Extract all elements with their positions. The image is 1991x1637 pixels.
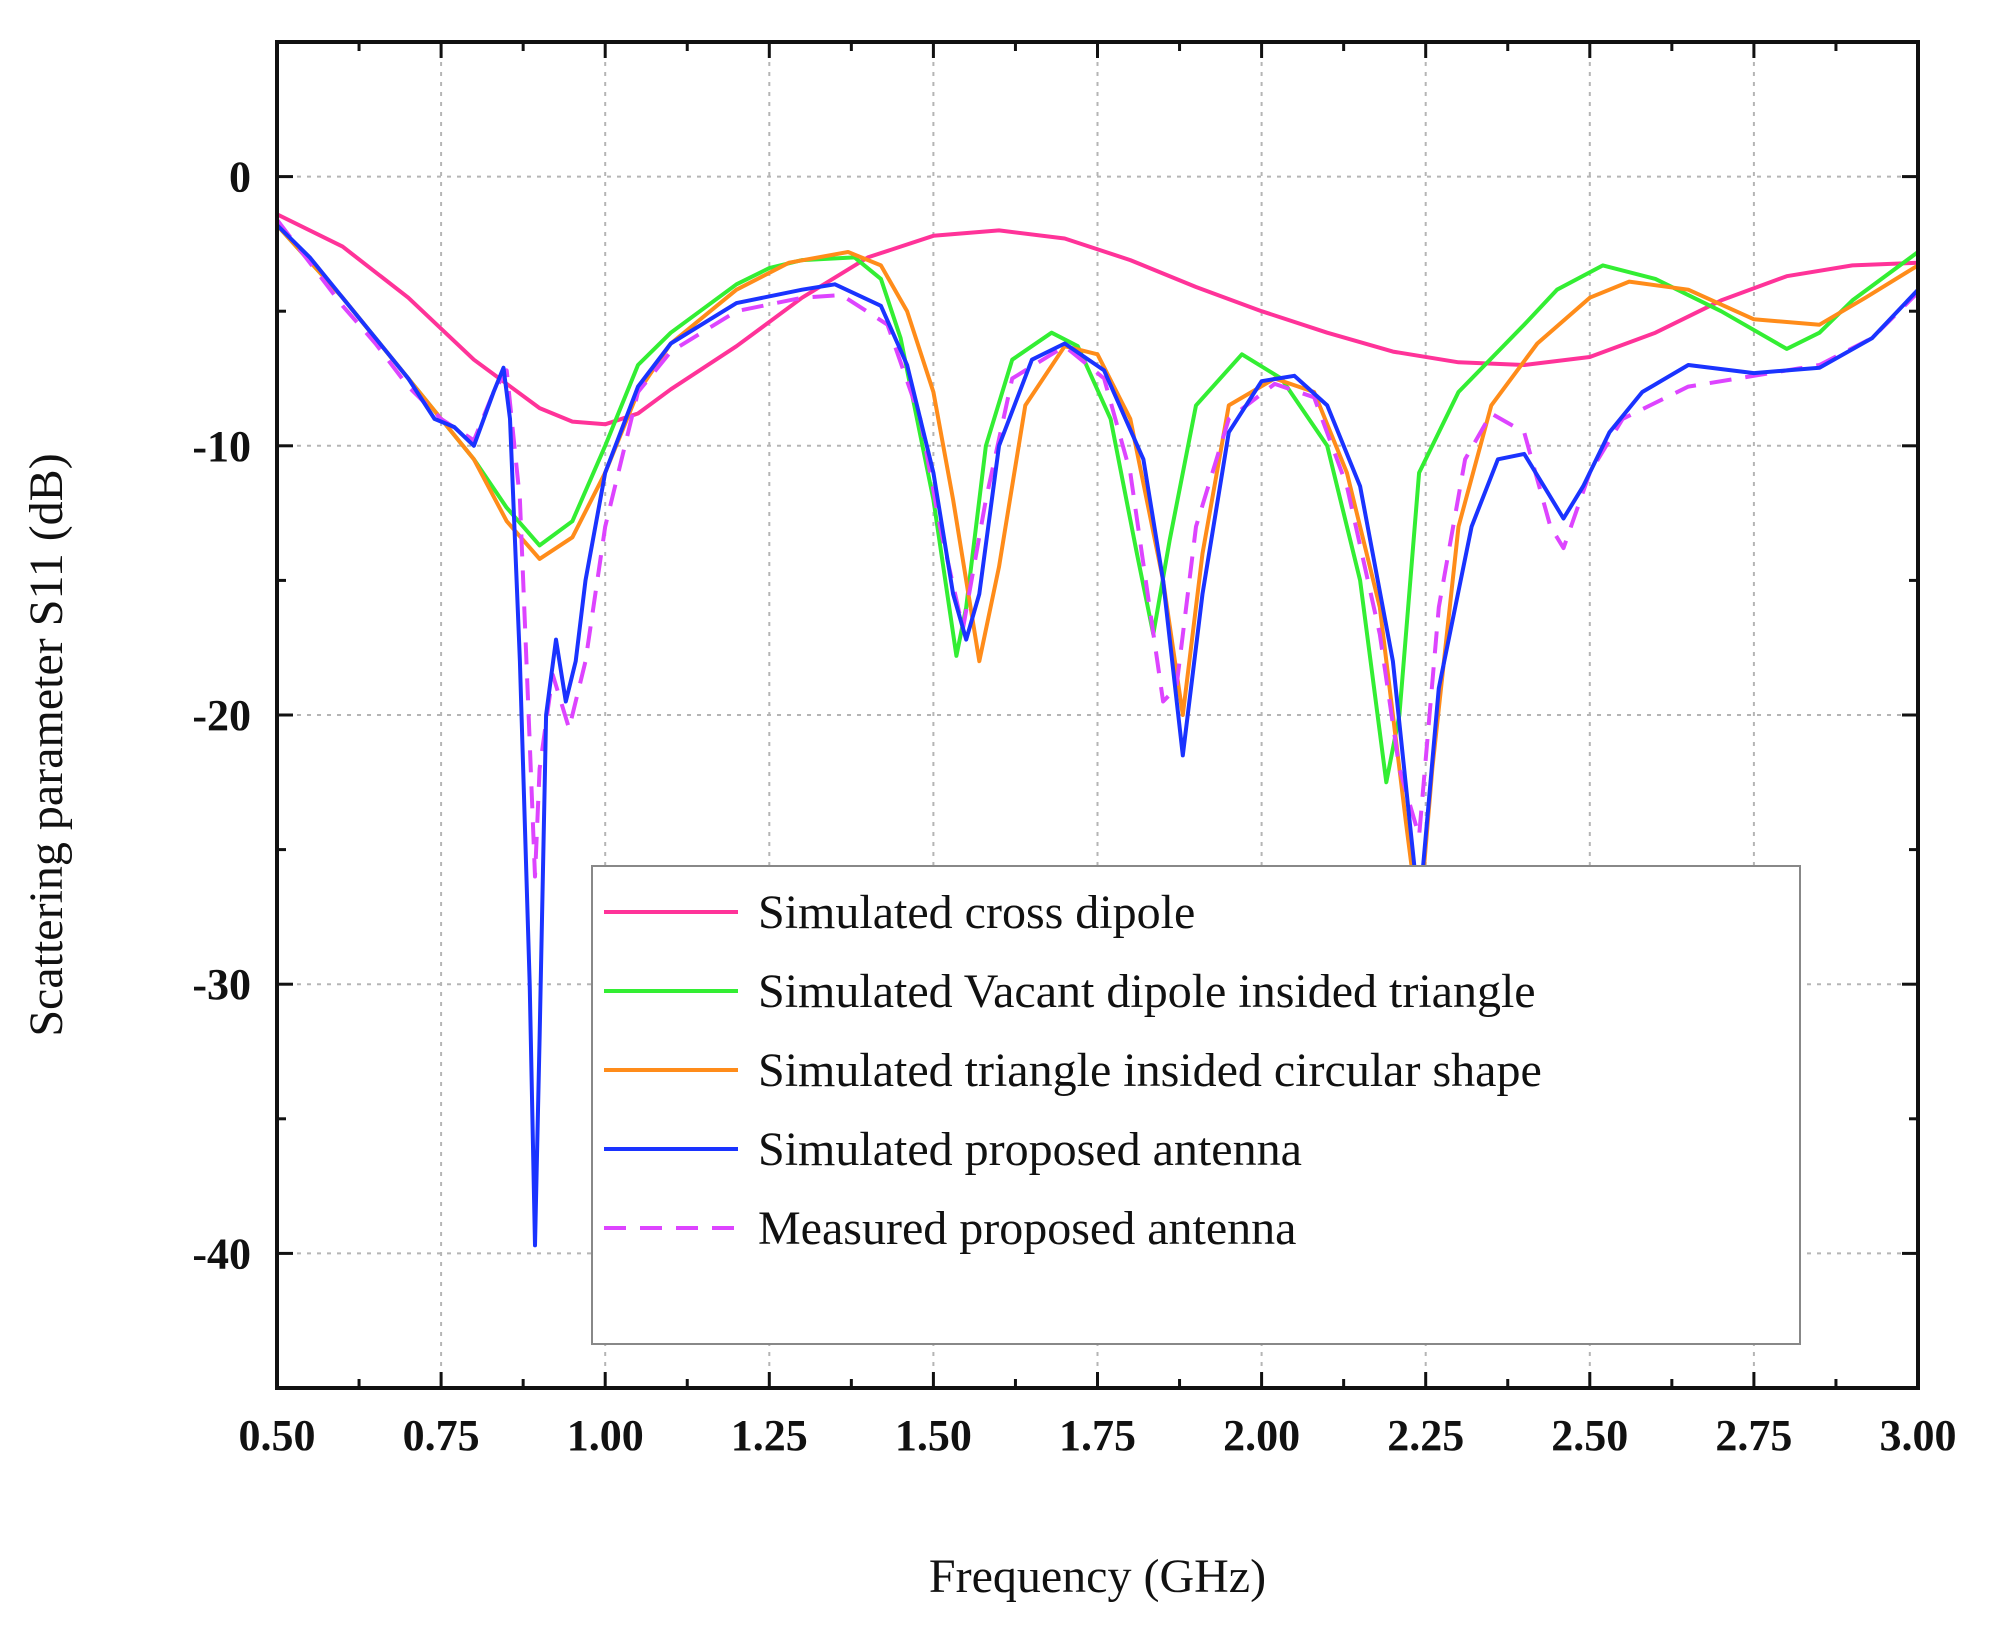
series-line-5 (277, 218, 1918, 879)
series-line-2 (277, 223, 1918, 785)
x-tick-label: 3.00 (1880, 1411, 1957, 1460)
legend: Simulated cross dipole Simulated Vacant d… (591, 865, 1801, 1345)
y-tick-label: -40 (192, 1229, 251, 1278)
y-tick-label: -30 (192, 960, 251, 1009)
x-tick-label: 1.50 (895, 1411, 972, 1460)
legend-label-4: Simulated proposed antenna (758, 1123, 1302, 1176)
x-tick-label: 1.25 (731, 1411, 808, 1460)
y-tick-label: 0 (229, 153, 251, 202)
x-tick-label: 2.75 (1715, 1411, 1792, 1460)
axis-ticks (275, 40, 1920, 1390)
x-tick-label: 0.75 (403, 1411, 480, 1460)
legend-label-3: Simulated triangle insided circular shap… (758, 1044, 1542, 1097)
y-tick-label: -20 (192, 691, 251, 740)
x-tick-label: 1.75 (1059, 1411, 1136, 1460)
series-line-1 (277, 212, 1918, 427)
x-tick-label: 0.50 (239, 1411, 316, 1460)
legend-box (591, 865, 1801, 1345)
y-tick-label: -10 (192, 422, 251, 471)
legend-label-5: Measured proposed antenna (758, 1202, 1296, 1255)
x-tick-label: 1.00 (567, 1411, 644, 1460)
x-tick-label: 2.00 (1223, 1411, 1300, 1460)
series-line-4 (277, 223, 1918, 1248)
y-axis-title: Scattering parameter S11 (dB) (20, 453, 73, 1036)
x-tick-label: 2.50 (1551, 1411, 1628, 1460)
y-tick-labels: 0 -10 -20 -30 -40 (192, 153, 251, 1279)
x-tick-label: 2.25 (1387, 1411, 1464, 1460)
series-lines (277, 212, 1918, 1248)
x-tick-labels: 0.50 0.75 1.00 1.25 1.50 1.75 2.00 2.25 2.50 2.75… (239, 1411, 1957, 1460)
legend-label-1: Simulated cross dipole (758, 886, 1195, 939)
x-axis-title: Frequency (GHz) (929, 1550, 1266, 1603)
legend-label-2: Simulated Vacant dipole insided triangle (758, 965, 1536, 1018)
